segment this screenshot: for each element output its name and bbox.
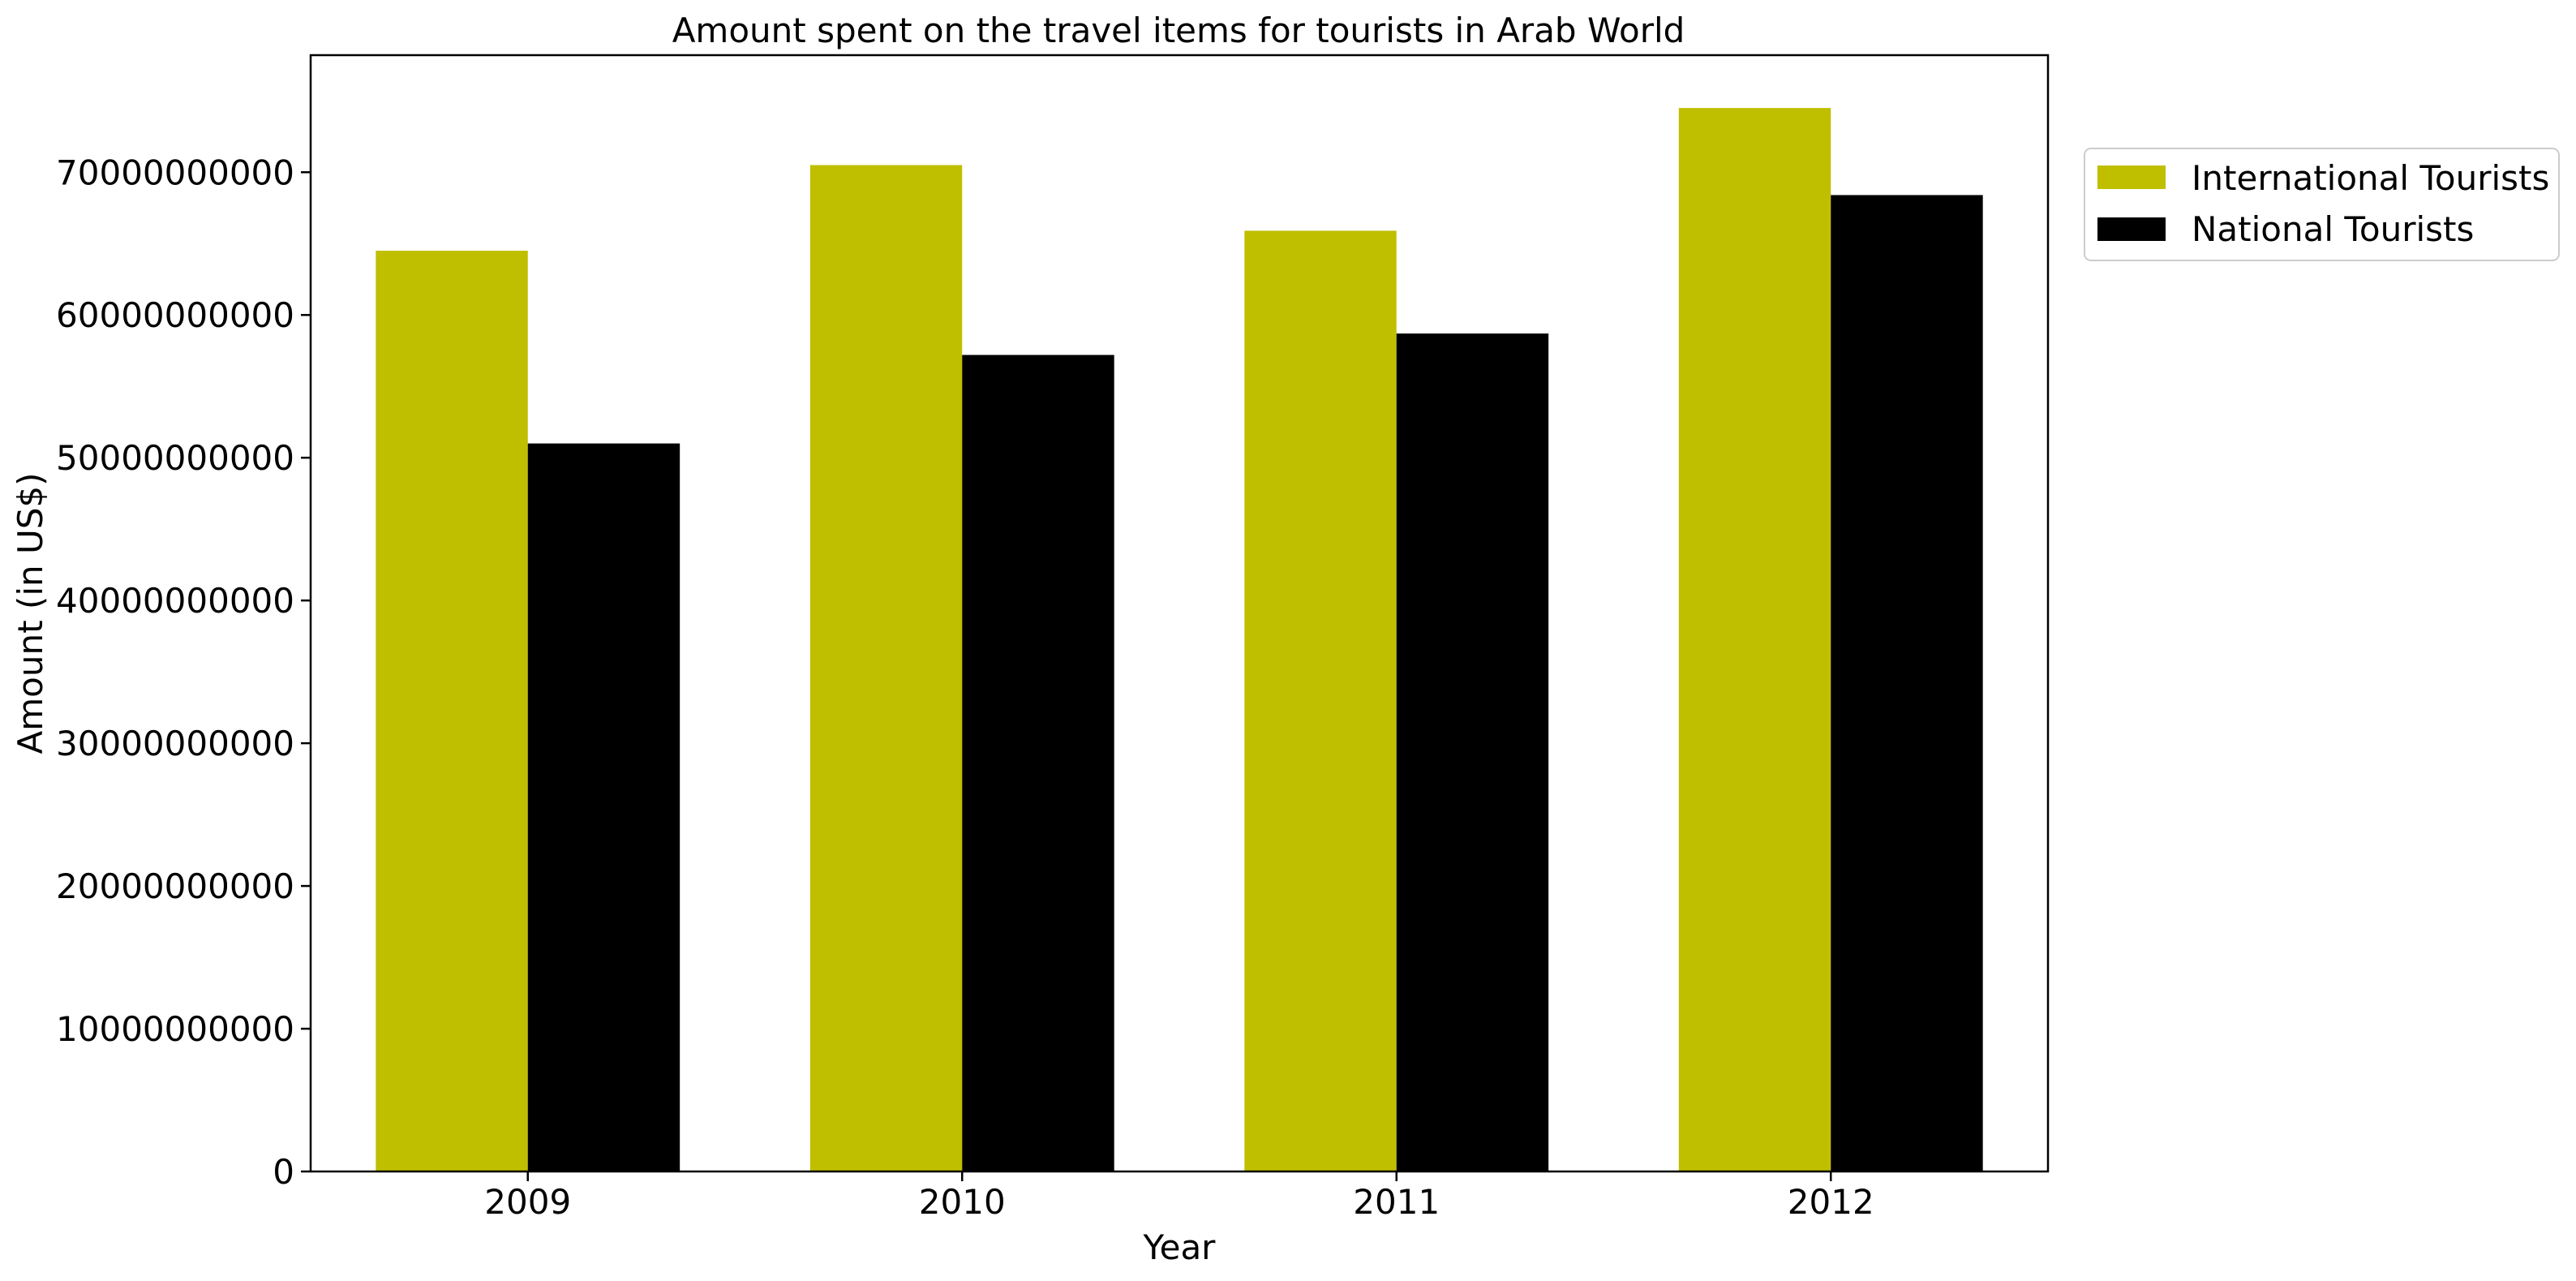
legend: International Tourists National Tourists [2084, 148, 2560, 261]
y-tick-label-1: 10000000000 [56, 1009, 294, 1049]
bars-layer [376, 108, 1983, 1172]
bar-national-tourists-2011 [1396, 333, 1549, 1171]
legend-frame [2084, 148, 2560, 261]
bar-international-tourists-2009 [376, 251, 528, 1171]
bar-national-tourists-2012 [1831, 195, 1983, 1171]
x-tick-label-2009: 2009 [484, 1182, 571, 1222]
x-tick-label-2010: 2010 [919, 1182, 1006, 1222]
y-tick-label-0: 0 [273, 1152, 294, 1192]
y-tick-label-5: 50000000000 [56, 438, 294, 478]
bar-national-tourists-2009 [527, 443, 680, 1171]
bar-international-tourists-2010 [809, 165, 963, 1171]
y-axis-label: Amount (in US$) [11, 473, 50, 754]
x-axis-label: Year [1143, 1227, 1217, 1267]
legend-swatch-international-tourists [2097, 165, 2166, 189]
bar-national-tourists-2010 [962, 355, 1114, 1172]
legend-label-international-tourists: International Tourists [2192, 158, 2549, 198]
y-tick-label-6: 60000000000 [56, 295, 294, 335]
chart-title: Amount spent on the travel items for tou… [672, 11, 1685, 50]
y-tick-label-3: 30000000000 [56, 724, 294, 763]
legend-swatch-national-tourists [2097, 217, 2166, 241]
plot-frame [309, 54, 2050, 1173]
y-tick-label-7: 70000000000 [56, 153, 294, 192]
bar-international-tourists-2012 [1678, 108, 1831, 1171]
y-tick-label-2: 20000000000 [56, 866, 294, 906]
x-tick-label-2012: 2012 [1788, 1182, 1874, 1222]
y-axis-ticks: 0 10000000000 20000000000 30000000000 400000… [56, 153, 311, 1192]
x-axis-ticks: 2009 2010 2011 2012 [484, 1171, 1874, 1222]
legend-label-national-tourists: National Tourists [2192, 209, 2474, 249]
x-tick-label-2011: 2011 [1353, 1182, 1440, 1222]
bar-international-tourists-2011 [1244, 230, 1397, 1171]
y-tick-label-4: 40000000000 [56, 581, 294, 621]
